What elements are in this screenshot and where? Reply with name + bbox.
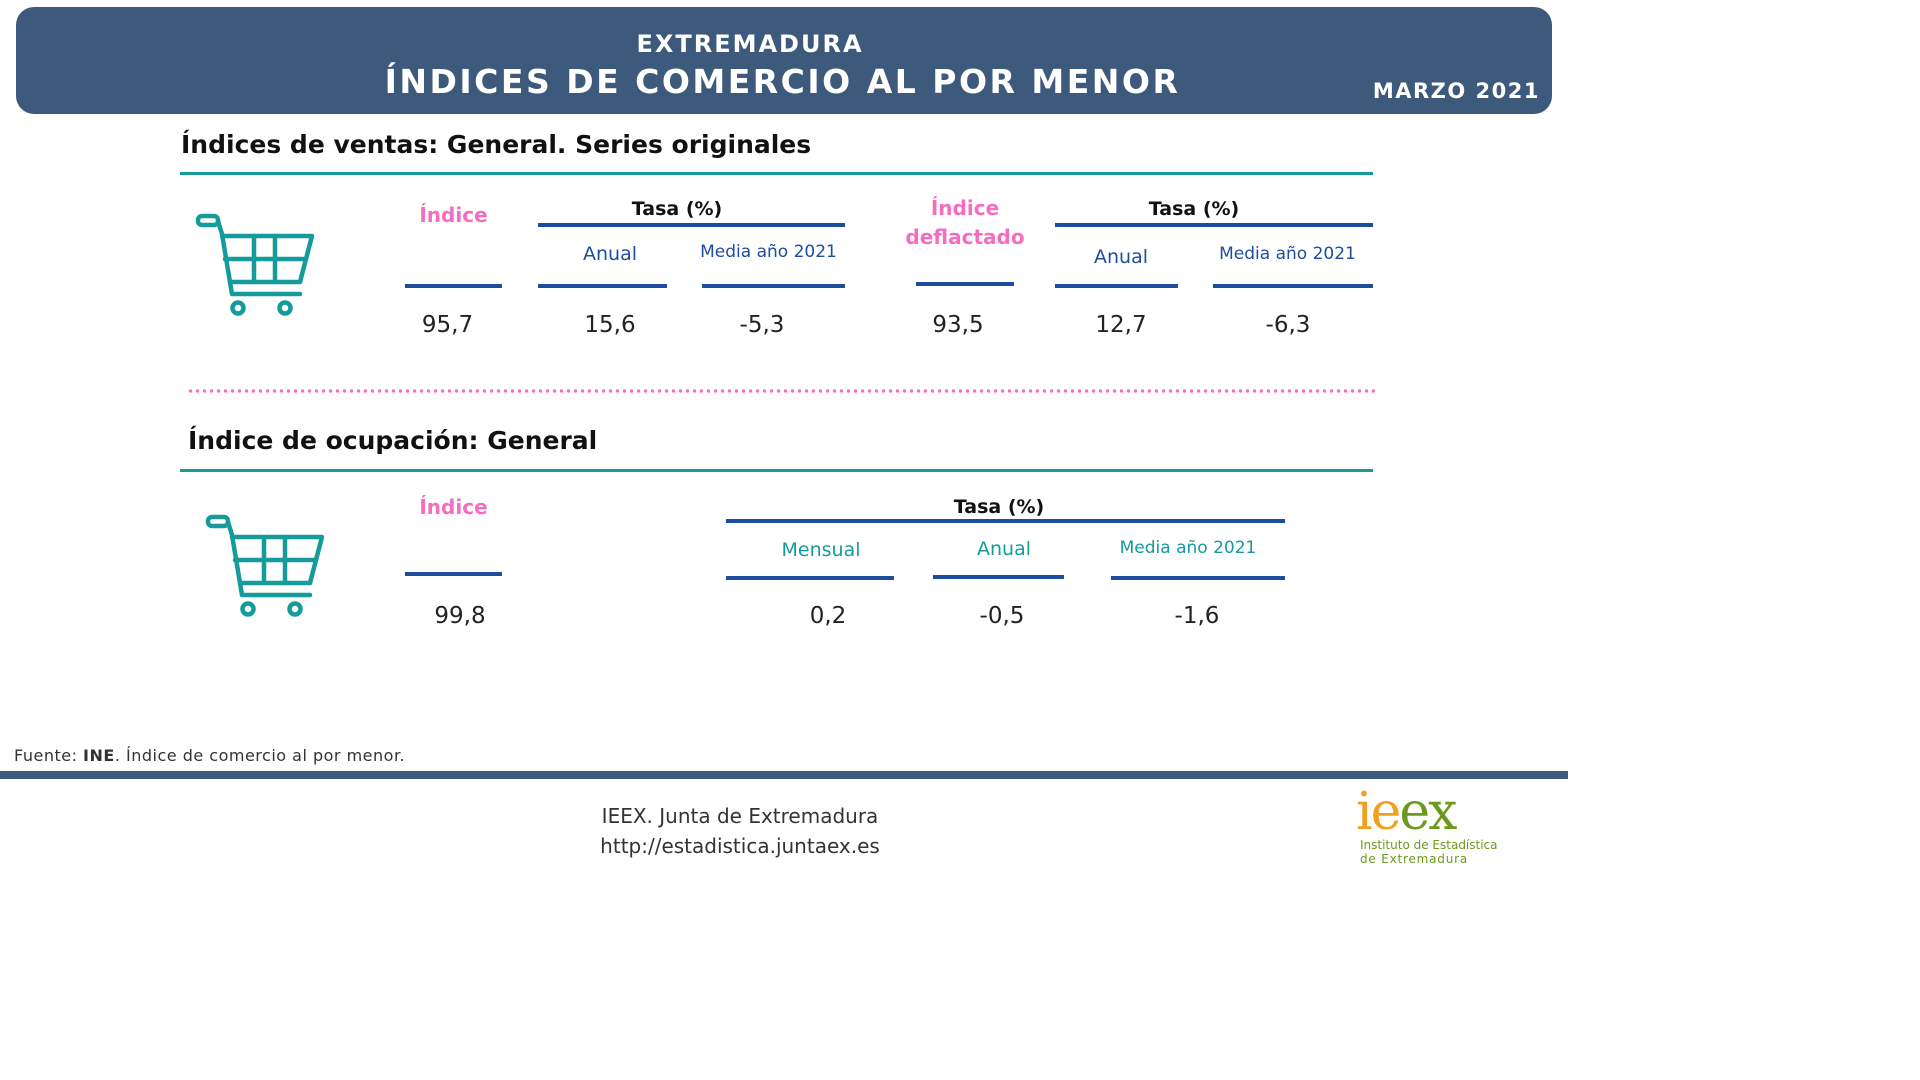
logo-subtitle-line1: Instituto de Estadística	[1360, 838, 1498, 852]
logo-subtitle-line2: de Extremadura	[1360, 852, 1469, 866]
sales-section-rule	[180, 172, 1373, 175]
deflated-index-value: 93,5	[932, 312, 984, 338]
footer-bar	[0, 771, 1568, 779]
logo-ie: ie	[1356, 782, 1401, 842]
deflated-index-rule	[916, 282, 1014, 286]
footer-website-link[interactable]: http://estadistica.juntaex.es	[600, 834, 880, 858]
deflated-avg-value: -6,3	[1265, 312, 1311, 338]
sales-index-rule	[405, 284, 502, 288]
sales-avg-label: Media año 2021	[700, 242, 837, 262]
employment-index-value: 99,8	[434, 603, 486, 629]
sales-annual-label: Anual	[582, 243, 637, 265]
employment-rate-label: Tasa (%)	[953, 496, 1045, 518]
employment-section-rule	[180, 469, 1373, 472]
footer-institution: IEEX. Junta de Extremadura	[601, 804, 879, 828]
employment-section-title: Índice de ocupación: General	[188, 426, 598, 455]
sales-rate-label: Tasa (%)	[631, 198, 723, 220]
sales-rate-rule	[538, 223, 845, 227]
employment-monthly-value: 0,2	[809, 603, 847, 629]
header-banner	[16, 7, 1552, 114]
deflated-index-label-line1: Índice	[930, 196, 1000, 220]
sales-index-label: Índice	[419, 203, 488, 227]
deflated-rate-label: Tasa (%)	[1148, 198, 1240, 220]
section-divider	[187, 389, 1377, 393]
employment-annual-rule	[933, 575, 1064, 579]
sales-avg-value: -5,3	[739, 312, 785, 338]
source-prefix: Fuente:	[14, 746, 84, 765]
employment-monthly-label: Mensual	[781, 539, 861, 561]
employment-avg-rule	[1111, 576, 1285, 580]
source-org: INE	[83, 746, 115, 765]
employment-avg-value: -1,6	[1174, 603, 1220, 629]
deflated-avg-label: Media año 2021	[1219, 244, 1356, 264]
employment-index-rule	[405, 572, 502, 576]
logo-ex: ex	[1399, 782, 1457, 842]
page-title: ÍNDICES DE COMERCIO AL POR MENOR	[384, 62, 1181, 101]
region-title: EXTREMADURA	[636, 30, 864, 58]
deflated-index-label: Índice deflactado	[895, 194, 1035, 252]
source-note: Fuente: INE. Índice de comercio al por m…	[14, 746, 405, 765]
employment-monthly-rule	[726, 576, 894, 580]
employment-rate-rule	[726, 519, 1285, 523]
sales-annual-value: 15,6	[584, 312, 636, 338]
deflated-annual-rule	[1055, 284, 1178, 288]
employment-index-label: Índice	[419, 495, 488, 519]
sales-index-value: 95,7	[421, 312, 474, 338]
deflated-index-label-line2: deflactado	[905, 225, 1025, 249]
deflated-rate-rule	[1055, 223, 1373, 227]
sales-avg-rule	[702, 284, 845, 288]
deflated-annual-label: Anual	[1093, 246, 1148, 268]
sales-annual-rule	[538, 284, 667, 288]
employment-annual-value: -0,5	[979, 603, 1025, 629]
deflated-annual-value: 12,7	[1095, 312, 1147, 338]
deflated-avg-rule	[1213, 284, 1373, 288]
employment-annual-label: Anual	[976, 538, 1031, 560]
ieex-logo: ieex	[1356, 786, 1458, 838]
source-text: . Índice de comercio al por menor.	[114, 746, 406, 765]
employment-avg-label: Media año 2021	[1119, 538, 1257, 558]
sales-section-title: Índices de ventas: General. Series origi…	[181, 130, 812, 159]
shopping-cart-icon	[205, 514, 325, 617]
report-date: MARZO 2021	[1372, 79, 1540, 103]
shopping-cart-icon	[195, 213, 315, 316]
